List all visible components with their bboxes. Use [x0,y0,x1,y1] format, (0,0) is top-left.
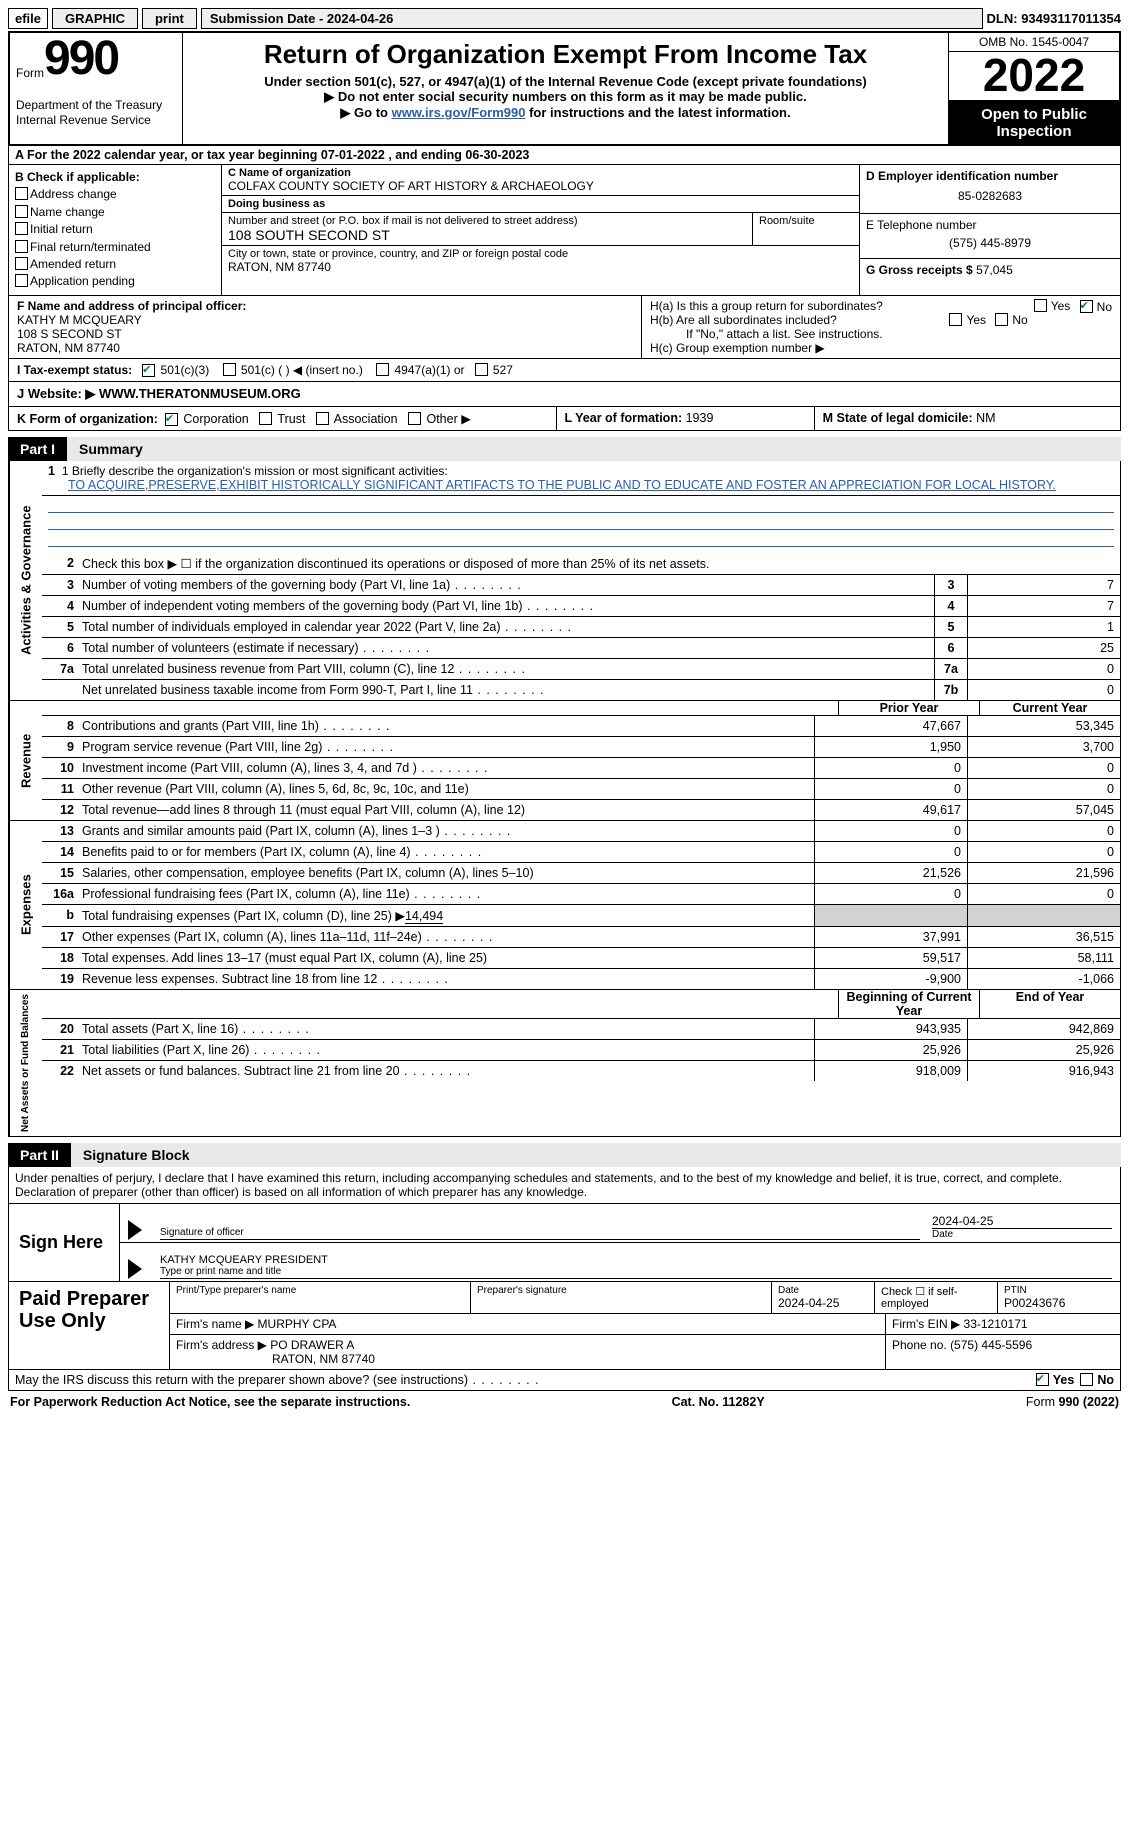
firm-ein: 33-1210171 [964,1317,1028,1331]
part-2-header: Part II Signature Block [8,1143,1121,1167]
form-subtitle-1: Under section 501(c), 527, or 4947(a)(1)… [191,74,940,89]
year-formation: 1939 [686,411,714,425]
efile-badge: efile [8,8,48,29]
net-assets-section: Net Assets or Fund Balances Beginning of… [8,990,1121,1137]
section-klm: K Form of organization: Corporation Trus… [8,407,1121,431]
section-c: C Name of organization COLFAX COUNTY SOC… [222,165,859,295]
section-deg: D Employer identification number 85-0282… [859,165,1120,295]
form-subtitle-3: ▶ Go to www.irs.gov/Form990 for instruct… [191,105,940,121]
org-name: COLFAX COUNTY SOCIETY OF ART HISTORY & A… [228,179,853,193]
form-header: Form 990 Department of the Treasury Inte… [8,31,1121,146]
line-6-val: 25 [967,638,1120,658]
discuss-row: May the IRS discuss this return with the… [8,1370,1121,1391]
signature-arrow-icon-2 [128,1259,142,1279]
phone: (575) 445-8979 [866,232,1114,254]
signature-declaration: Under penalties of perjury, I declare th… [8,1167,1121,1204]
section-b: B Check if applicable: Address change Na… [9,165,222,295]
street-address: 108 SOUTH SECOND ST [228,227,746,243]
gross-receipts: 57,045 [976,263,1013,277]
part-1-header: Part I Summary [8,437,1121,461]
top-bar: efile GRAPHIC print Submission Date - 20… [8,8,1121,29]
tax-year: 2022 [949,52,1119,102]
ein: 85-0282683 [866,183,1114,209]
website: WWW.THERATONMUSEUM.ORG [99,386,301,401]
firm-address: PO DRAWER A [270,1338,354,1352]
section-bcdeg: B Check if applicable: Address change Na… [8,165,1121,296]
page-footer: For Paperwork Reduction Act Notice, see … [8,1391,1121,1409]
side-label-expenses: Expenses [9,821,42,989]
ptin: P00243676 [1004,1296,1114,1310]
mission-text: TO ACQUIRE,PRESERVE,EXHIBIT HISTORICALLY… [48,478,1114,492]
form-title: Return of Organization Exempt From Incom… [191,39,940,70]
firm-name: MURPHY CPA [258,1317,337,1331]
section-i: I Tax-exempt status: 501(c)(3) 501(c) ( … [8,359,1121,382]
side-label-netassets: Net Assets or Fund Balances [9,990,42,1136]
section-a-row: A For the 2022 calendar year, or tax yea… [8,146,1121,165]
firm-phone: (575) 445-5596 [950,1338,1032,1352]
city-state-zip: RATON, NM 87740 [228,260,853,274]
paid-preparer-block: Paid Preparer Use Only Print/Type prepar… [8,1282,1121,1370]
side-label-revenue: Revenue [9,701,42,820]
line-3-val: 7 [967,575,1120,595]
form-subtitle-2: ▶ Do not enter social security numbers o… [191,89,940,105]
line-5-val: 1 [967,617,1120,637]
section-j: J Website: ▶ WWW.THERATONMUSEUM.ORG [8,382,1121,407]
state-domicile: NM [976,411,995,425]
revenue-section: Revenue Prior YearCurrent Year 8Contribu… [8,701,1121,821]
open-inspection-badge: Open to Public Inspection [949,102,1119,144]
sign-date: 2024-04-25 [932,1214,1112,1229]
section-fh: F Name and address of principal officer:… [8,296,1121,359]
officer-print-name: KATHY MCQUEARY PRESIDENT [160,1254,1112,1266]
print-button[interactable]: print [142,8,197,29]
expenses-section: Expenses 13Grants and similar amounts pa… [8,821,1121,990]
form-number: Form 990 [16,37,176,80]
officer-name: KATHY M MCQUEARY [17,313,633,327]
activities-governance-section: Activities & Governance 1 1 Briefly desc… [8,461,1121,701]
dept-treasury: Department of the Treasury Internal Reve… [16,98,176,127]
line-7b-val: 0 [967,680,1120,700]
dln-label: DLN: 93493117011354 [987,11,1121,26]
side-label-ag: Activities & Governance [9,461,42,700]
graphic-button[interactable]: GRAPHIC [52,8,138,29]
signature-arrow-icon [128,1220,142,1240]
submission-date: Submission Date - 2024-04-26 [201,8,983,29]
sign-here-block: Sign Here Signature of officer 2024-04-2… [8,1204,1121,1282]
line-7a-val: 0 [967,659,1120,679]
line-4-val: 7 [967,596,1120,616]
irs-link[interactable]: www.irs.gov/Form990 [392,105,526,120]
